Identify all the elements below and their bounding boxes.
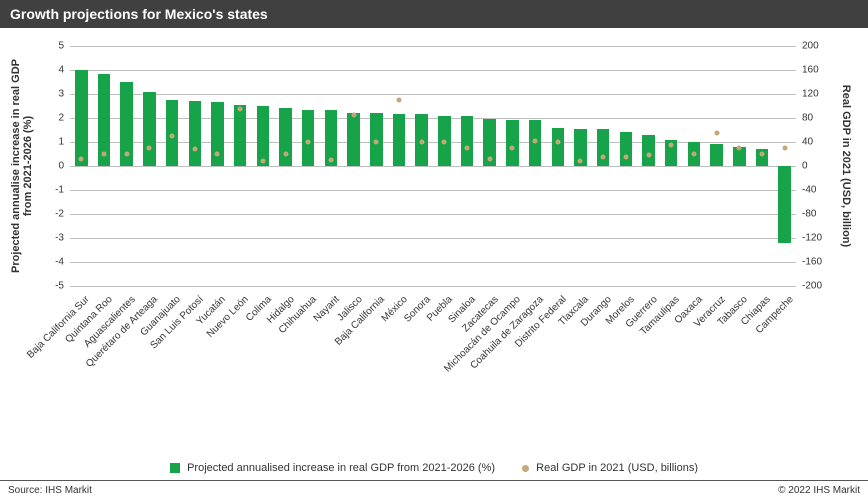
legend-swatch-bar xyxy=(170,463,180,473)
dot xyxy=(691,152,696,157)
bar xyxy=(552,128,564,166)
y-right-tick: -120 xyxy=(796,233,822,244)
y-left-tick: 5 xyxy=(58,41,70,52)
footer-source: Source: IHS Markit xyxy=(8,485,92,496)
legend-label-dot: Real GDP in 2021 (USD, billions) xyxy=(536,462,698,474)
y-left-tick: -2 xyxy=(55,209,70,220)
plot-area: -5-4-3-2-1012345-200-160-120-80-40040801… xyxy=(70,46,796,287)
gridline xyxy=(70,46,796,47)
dot xyxy=(238,107,243,112)
bar xyxy=(347,113,359,166)
chart-container: Growth projections for Mexico's states P… xyxy=(0,0,868,502)
y-right-tick: 200 xyxy=(796,41,819,52)
gridline xyxy=(70,190,796,191)
dot xyxy=(465,146,470,151)
dot xyxy=(351,113,356,118)
bar xyxy=(143,92,155,166)
gridline xyxy=(70,166,796,167)
y-left-tick: 4 xyxy=(58,65,70,76)
dot xyxy=(510,146,515,151)
bar xyxy=(234,105,246,166)
dot xyxy=(79,156,84,161)
dot xyxy=(102,152,107,157)
legend-swatch-dot xyxy=(522,465,529,472)
gridline xyxy=(70,118,796,119)
dot xyxy=(215,152,220,157)
bar xyxy=(620,132,632,166)
y-right-axis-title: Real GDP in 2021 (USD, billion) xyxy=(840,46,852,286)
bar xyxy=(461,116,473,166)
bar xyxy=(302,110,314,166)
bar xyxy=(257,106,269,166)
dot xyxy=(147,146,152,151)
dot xyxy=(124,152,129,157)
bar xyxy=(778,166,790,243)
dot xyxy=(328,158,333,163)
dot xyxy=(714,131,719,136)
y-left-tick: -1 xyxy=(55,185,70,196)
y-right-tick: 160 xyxy=(796,65,819,76)
chart-area: Projected annualise increase in real GDP… xyxy=(0,28,868,480)
dot xyxy=(737,146,742,151)
dot xyxy=(192,147,197,152)
bar xyxy=(393,114,405,166)
y-left-tick: -4 xyxy=(55,257,70,268)
legend-label-bar: Projected annualised increase in real GD… xyxy=(187,462,495,474)
legend: Projected annualised increase in real GD… xyxy=(0,462,868,474)
gridline xyxy=(70,286,796,287)
bar xyxy=(710,144,722,166)
y-right-tick: 80 xyxy=(796,113,813,124)
bar xyxy=(506,120,518,166)
dot xyxy=(283,152,288,157)
y-left-axis-title: Projected annualise increase in real GDP… xyxy=(10,46,34,286)
y-left-tick: -5 xyxy=(55,281,70,292)
bar xyxy=(75,70,87,166)
dot xyxy=(533,138,538,143)
y-left-tick: 1 xyxy=(58,137,70,148)
bar xyxy=(597,129,609,166)
dot xyxy=(260,159,265,164)
gridline xyxy=(70,214,796,215)
dot xyxy=(374,140,379,145)
y-right-tick: 120 xyxy=(796,89,819,100)
gridline xyxy=(70,94,796,95)
dot xyxy=(442,140,447,145)
y-left-tick: 0 xyxy=(58,161,70,172)
gridline xyxy=(70,70,796,71)
bar xyxy=(189,101,201,166)
y-right-tick: -160 xyxy=(796,257,822,268)
dot xyxy=(646,153,651,158)
y-right-tick: -80 xyxy=(796,209,816,220)
dot xyxy=(578,159,583,164)
dot xyxy=(759,152,764,157)
dot xyxy=(396,98,401,103)
y-left-tick: 2 xyxy=(58,113,70,124)
y-left-tick: 3 xyxy=(58,89,70,100)
dot xyxy=(170,134,175,139)
dot xyxy=(487,156,492,161)
y-right-tick: -200 xyxy=(796,281,822,292)
dot xyxy=(669,143,674,148)
dot xyxy=(782,146,787,151)
legend-item-dot: Real GDP in 2021 (USD, billions) xyxy=(522,462,698,474)
legend-item-bar: Projected annualised increase in real GD… xyxy=(170,462,495,474)
footer: Source: IHS Markit © 2022 IHS Markit xyxy=(0,480,868,502)
bar xyxy=(279,108,291,166)
dot xyxy=(306,140,311,145)
bar xyxy=(642,135,654,166)
gridline xyxy=(70,238,796,239)
y-right-tick: 0 xyxy=(796,161,808,172)
y-right-tick: 40 xyxy=(796,137,813,148)
dot xyxy=(601,155,606,160)
dot xyxy=(623,155,628,160)
y-right-tick: -40 xyxy=(796,185,816,196)
gridline xyxy=(70,262,796,263)
chart-title: Growth projections for Mexico's states xyxy=(0,0,868,28)
footer-copyright: © 2022 IHS Markit xyxy=(778,485,860,496)
y-left-tick: -3 xyxy=(55,233,70,244)
dot xyxy=(419,140,424,145)
dot xyxy=(555,140,560,145)
